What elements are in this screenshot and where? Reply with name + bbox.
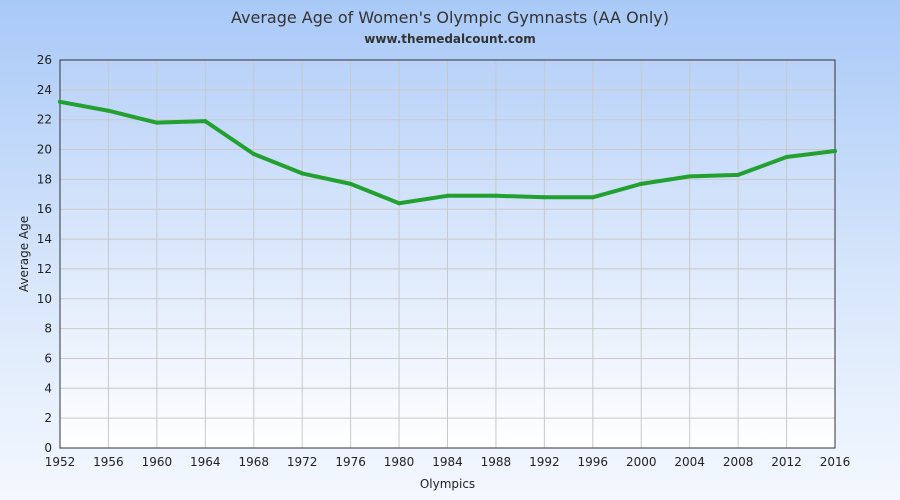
y-tick-label: 20 — [37, 143, 52, 157]
y-tick-label: 2 — [44, 411, 52, 425]
data-point — [736, 172, 741, 177]
y-tick-label: 12 — [37, 262, 52, 276]
data-point — [251, 152, 256, 157]
data-point — [445, 193, 450, 198]
data-point — [639, 181, 644, 186]
x-tick-label: 1976 — [335, 455, 366, 469]
data-point — [154, 120, 159, 125]
data-point — [784, 155, 789, 159]
data-point — [493, 193, 498, 198]
chart-title: Average Age of Women's Olympic Gymnasts … — [231, 8, 669, 27]
x-tick-label: 1996 — [578, 455, 609, 469]
plot-border — [59, 59, 836, 449]
data-point — [348, 181, 353, 186]
x-tick-label: 1972 — [287, 455, 318, 469]
y-tick-label: 8 — [44, 322, 52, 336]
data-point — [542, 195, 547, 200]
x-tick-label: 1956 — [93, 455, 124, 469]
data-point — [300, 171, 305, 176]
x-axis-ticks: 1952 1956 1960 1964 1968 1972 1976 1980 1984 1988… — [45, 455, 851, 469]
x-tick-label: 1960 — [142, 455, 173, 469]
x-tick-label: 2012 — [771, 455, 802, 469]
data-point — [590, 195, 595, 200]
series-layer — [58, 99, 837, 206]
x-tick-label: 1952 — [45, 455, 76, 469]
x-tick-label: 2004 — [674, 455, 705, 469]
x-tick-label: 2000 — [626, 455, 657, 469]
y-tick-label: 26 — [37, 53, 52, 67]
y-tick-label: 0 — [44, 441, 52, 455]
y-tick-label: 4 — [44, 381, 52, 395]
y-tick-label: 18 — [37, 172, 52, 186]
data-point — [397, 201, 402, 206]
x-tick-label: 1988 — [481, 455, 512, 469]
data-point — [58, 99, 62, 104]
data-point — [203, 119, 208, 124]
y-axis-label: Average Age — [17, 216, 31, 292]
y-tick-label: 24 — [37, 83, 52, 97]
y-tick-label: 10 — [37, 292, 52, 306]
x-tick-label: 1992 — [529, 455, 560, 469]
y-tick-label: 6 — [44, 351, 52, 365]
data-point — [687, 174, 692, 179]
x-axis-label: Olympics — [420, 477, 475, 491]
x-tick-label: 2008 — [723, 455, 754, 469]
chart-subtitle: www.themedalcount.com — [364, 32, 536, 46]
x-tick-label: 1968 — [238, 455, 269, 469]
x-tick-label: 1964 — [190, 455, 221, 469]
x-tick-label: 1980 — [384, 455, 415, 469]
data-point — [106, 108, 111, 113]
y-tick-label: 16 — [37, 202, 52, 216]
y-tick-label: 22 — [37, 113, 52, 127]
y-tick-label: 14 — [37, 232, 52, 246]
data-point — [833, 149, 837, 154]
x-tick-label: 2016 — [820, 455, 851, 469]
x-tick-label: 1984 — [432, 455, 463, 469]
